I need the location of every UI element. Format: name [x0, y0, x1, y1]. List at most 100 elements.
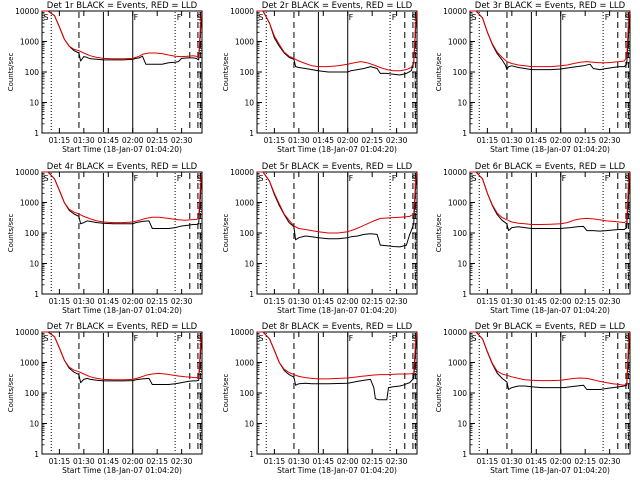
x-tick-label: 02:30: [386, 297, 408, 306]
marker-letter: F: [392, 13, 397, 22]
y-tick-label: 1000: [235, 199, 254, 208]
plot-frame: [256, 331, 418, 455]
x-tick-label: 02:15: [146, 297, 168, 306]
marker-letter: S: [43, 13, 48, 22]
marker-letter: F: [562, 13, 567, 22]
x-tick-label: 02:30: [599, 297, 621, 306]
x-tick-label: 01:45: [525, 136, 547, 145]
chart-panel-3: Det 3r BLACK = Events, RED = LLD 1 10 100 10…: [435, 1, 631, 154]
chart-panel-6: Det 6r BLACK = Events, RED = LLD 1 10 100 10…: [435, 162, 631, 315]
x-tick-label: 02:15: [574, 136, 596, 145]
lld-series-line: [257, 171, 418, 234]
y-tick-label: 10: [29, 99, 39, 108]
lld-series-line: [257, 331, 418, 380]
x-tick-label: 01:15: [49, 136, 71, 145]
chart-panel-2: Det 2r BLACK = Events, RED = LLD 1 10 100 10…: [222, 1, 418, 154]
marker-letter: F: [349, 334, 354, 343]
chart-title: Det 9r BLACK = Events, RED = LLD: [475, 322, 626, 332]
chart-title: Det 7r BLACK = Events, RED = LLD: [47, 322, 198, 332]
events-series-line: [257, 10, 418, 76]
x-axis-label: Start Time (18-Jan-07 01:04:20): [62, 145, 182, 154]
lld-series-line: [42, 171, 203, 224]
x-axis-label: Start Time (18-Jan-07 01:04:20): [490, 145, 610, 154]
y-tick-label: 1000: [20, 359, 39, 368]
marker-letter: S: [624, 13, 629, 22]
x-axis-label: Start Time (18-Jan-07 01:04:20): [277, 306, 397, 315]
lld-series-line: [42, 10, 203, 60]
y-axis-label: Counts/sec: [7, 374, 15, 413]
x-axis-label: Start Time (18-Jan-07 01:04:20): [490, 466, 610, 475]
marker-letter: F: [349, 174, 354, 183]
x-tick-label: 02:00: [337, 297, 359, 306]
plot-frame: [469, 331, 631, 455]
x-axis-label: Start Time (18-Jan-07 01:04:20): [62, 306, 182, 315]
y-tick-label: 100: [453, 389, 468, 398]
y-tick-label: 10000: [443, 7, 467, 16]
x-tick-label: 01:15: [49, 297, 71, 306]
x-tick-label: 01:30: [288, 297, 310, 306]
x-tick-label: 01:30: [73, 297, 95, 306]
marker-letter: F: [392, 334, 397, 343]
y-tick-label: 10: [29, 260, 39, 269]
marker-letter: S: [624, 334, 629, 343]
y-tick-label: 1000: [20, 38, 39, 47]
marker-letter: F: [134, 334, 139, 343]
chart-panel-9: Det 9r BLACK = Events, RED = LLD 1 10 100 10…: [435, 322, 631, 475]
plot-frame: [41, 171, 203, 295]
x-tick-label: 02:30: [599, 457, 621, 466]
x-tick-label: 02:15: [361, 136, 383, 145]
x-tick-label: 02:30: [599, 136, 621, 145]
y-tick-label: 100: [453, 68, 468, 77]
marker-letter: F: [605, 174, 610, 183]
marker-letter: F: [177, 174, 182, 183]
x-axis-label: Start Time (18-Jan-07 01:04:20): [62, 466, 182, 475]
events-series-line: [470, 10, 631, 71]
marker-letter: S: [471, 334, 476, 343]
x-tick-label: 02:30: [386, 136, 408, 145]
y-tick-label: 100: [240, 68, 255, 77]
x-tick-label: 01:15: [477, 136, 499, 145]
y-tick-label: 1000: [20, 199, 39, 208]
y-tick-label: 1000: [448, 199, 467, 208]
x-tick-label: 02:00: [122, 457, 144, 466]
x-tick-label: 02:00: [550, 297, 572, 306]
marker-letter: F: [562, 334, 567, 343]
y-tick-label: 1: [249, 290, 254, 299]
y-tick-label: 100: [25, 389, 40, 398]
events-series-line: [257, 171, 418, 248]
y-tick-label: 10000: [443, 168, 467, 177]
y-tick-label: 10: [29, 420, 39, 429]
x-axis-label: Start Time (18-Jan-07 01:04:20): [277, 466, 397, 475]
chart-title: Det 5r BLACK = Events, RED = LLD: [262, 162, 413, 172]
chart-panel-8: Det 8r BLACK = Events, RED = LLD 1 10 100 10…: [222, 322, 418, 475]
chart-title: Det 3r BLACK = Events, RED = LLD: [475, 1, 626, 11]
x-tick-label: 02:00: [550, 457, 572, 466]
y-tick-label: 1: [462, 450, 467, 459]
y-tick-label: 1000: [235, 38, 254, 47]
y-axis-label: Counts/sec: [222, 214, 230, 253]
chart-panel-1: Det 1r BLACK = Events, RED = LLD 1 10 100 10…: [7, 1, 203, 154]
x-tick-label: 01:30: [73, 457, 95, 466]
marker-letter: F: [134, 13, 139, 22]
x-tick-label: 02:15: [361, 297, 383, 306]
x-tick-label: 02:00: [122, 136, 144, 145]
y-tick-label: 1: [249, 450, 254, 459]
x-tick-label: 01:15: [49, 457, 71, 466]
x-tick-label: 02:15: [574, 297, 596, 306]
y-tick-label: 10: [457, 260, 467, 269]
x-tick-label: 02:15: [146, 136, 168, 145]
marker-letter: F: [392, 174, 397, 183]
y-tick-label: 1000: [235, 359, 254, 368]
marker-letter: S: [411, 174, 416, 183]
x-tick-label: 02:30: [171, 136, 193, 145]
marker-letter: F: [134, 174, 139, 183]
y-tick-label: 1: [34, 129, 39, 138]
y-tick-label: 10000: [15, 168, 39, 177]
y-tick-label: 10000: [230, 328, 254, 337]
plot-frame: [41, 331, 203, 455]
marker-letter: S: [196, 334, 201, 343]
x-tick-label: 01:30: [288, 136, 310, 145]
plot-frame: [469, 171, 631, 295]
chart-title: Det 1r BLACK = Events, RED = LLD: [47, 1, 198, 11]
